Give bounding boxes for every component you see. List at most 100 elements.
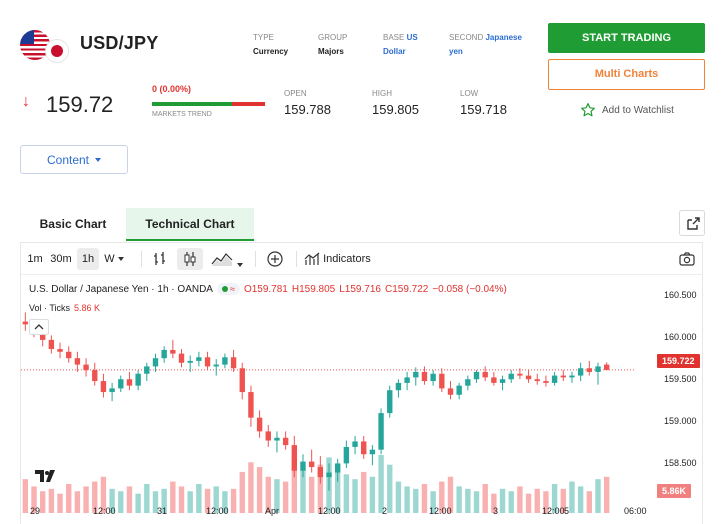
add-to-watchlist-button[interactable]: Add to Watchlist xyxy=(580,102,674,118)
volume-bar xyxy=(109,488,115,513)
volume-bar xyxy=(560,488,566,513)
volume-bar xyxy=(282,481,289,513)
candle xyxy=(577,368,584,376)
volume-bar xyxy=(569,481,575,513)
interval-1m[interactable]: 1m xyxy=(27,253,43,265)
volume-bar xyxy=(361,471,367,513)
volume-bar xyxy=(74,491,81,513)
price-tick: 160.500 xyxy=(664,290,697,300)
candle xyxy=(456,385,462,395)
area-chart-style-button[interactable] xyxy=(207,248,247,270)
indicators-icon xyxy=(304,252,320,266)
meta-second: SECOND Japanese yen xyxy=(449,33,522,56)
candles-chart-style-button[interactable] xyxy=(177,248,203,270)
start-trading-button[interactable]: START TRADING xyxy=(548,23,705,53)
meta-base: BASE US Dollar xyxy=(383,33,418,56)
candle xyxy=(135,373,141,386)
tab-technical-chart[interactable]: Technical Chart xyxy=(126,208,254,241)
candle xyxy=(100,381,107,393)
candle xyxy=(543,381,549,383)
meta-second-key: SECOND Japanese xyxy=(449,33,522,42)
volume-bar xyxy=(92,481,98,513)
volume-bar xyxy=(100,476,107,513)
content-dropdown[interactable]: Content xyxy=(20,145,128,174)
candle xyxy=(603,364,610,370)
time-tick: 12:00 xyxy=(318,506,341,516)
chart-widget: 1m 30m 1h W Indicators U.S. Dollar / Jap… xyxy=(20,242,703,524)
candle xyxy=(144,366,150,374)
candle xyxy=(482,371,488,378)
candle xyxy=(534,379,540,382)
candlestick-plot[interactable] xyxy=(21,275,703,524)
volume-bar xyxy=(508,491,514,513)
candle xyxy=(126,379,133,386)
volume-bar xyxy=(57,493,63,513)
price-tick: 158.500 xyxy=(664,458,697,468)
candle xyxy=(239,368,245,393)
candle xyxy=(187,360,193,363)
candle xyxy=(551,375,558,383)
price-tick: 160.000 xyxy=(664,332,697,342)
volume-bar xyxy=(291,459,297,513)
bar-chart-style-button[interactable] xyxy=(149,248,171,270)
meta-base-key: BASE US xyxy=(383,33,418,42)
open-external-button[interactable] xyxy=(679,210,705,236)
bars-icon xyxy=(154,252,165,265)
candle xyxy=(83,364,89,371)
candle xyxy=(274,437,280,441)
time-tick: 12:00 xyxy=(542,506,565,516)
time-tick: 12:00 xyxy=(93,506,116,516)
volume-bar xyxy=(178,486,185,513)
volume-bar xyxy=(144,484,150,513)
candle xyxy=(222,357,228,365)
candle xyxy=(265,431,271,441)
candle xyxy=(109,388,115,393)
candle xyxy=(66,351,72,359)
volume-bar xyxy=(222,491,228,513)
candle xyxy=(473,371,480,380)
volume-legend: Vol · Ticks 5.86 K xyxy=(29,303,101,313)
volume-bar xyxy=(126,486,133,513)
candle xyxy=(560,375,566,378)
time-tick: 06:00 xyxy=(624,506,647,516)
candle xyxy=(499,379,506,383)
interval-1h[interactable]: 1h xyxy=(77,248,99,270)
volume-bar xyxy=(517,486,523,513)
indicators-button[interactable]: Indicators xyxy=(304,248,382,270)
volume-bar xyxy=(473,491,480,513)
plus-circle-icon xyxy=(267,251,283,267)
candle xyxy=(517,373,523,376)
candle xyxy=(161,349,167,359)
current-price-tag: 159.722 xyxy=(657,354,700,368)
collapse-legend-button[interactable] xyxy=(29,319,49,335)
volume-bar xyxy=(170,481,176,513)
candle xyxy=(178,353,185,363)
candle xyxy=(369,449,376,455)
volume-bar xyxy=(551,484,558,513)
volume-bar xyxy=(439,481,445,513)
candle xyxy=(395,382,402,391)
time-tick: Apr xyxy=(265,506,280,516)
down-arrow-icon: ↓ xyxy=(22,93,30,110)
pair-title: USD/JPY xyxy=(80,33,159,53)
interval-30m[interactable]: 30m xyxy=(50,253,72,265)
multi-charts-button[interactable]: Multi Charts xyxy=(548,59,705,90)
legend-open: O159.781 xyxy=(243,283,288,295)
candle xyxy=(569,375,575,378)
volume-bar xyxy=(239,471,245,513)
volume-bar xyxy=(308,476,315,513)
volume-bar xyxy=(161,488,167,513)
candle xyxy=(404,377,410,383)
candle xyxy=(326,472,332,478)
time-tick: 29 xyxy=(30,506,41,516)
chart-legend: U.S. Dollar / Japanese Yen · 1h · OANDA … xyxy=(29,283,507,295)
us-flag-icon xyxy=(20,30,50,60)
legend-change: −0.058 (−0.04%) xyxy=(432,283,507,295)
area-chart-icon xyxy=(212,253,233,266)
tab-basic-chart[interactable]: Basic Chart xyxy=(39,217,107,231)
interval-dropdown[interactable]: W xyxy=(101,248,127,270)
time-tick: 3 xyxy=(493,506,499,516)
candle xyxy=(413,371,419,378)
add-compare-button[interactable] xyxy=(264,248,286,270)
snapshot-button[interactable] xyxy=(675,248,699,270)
